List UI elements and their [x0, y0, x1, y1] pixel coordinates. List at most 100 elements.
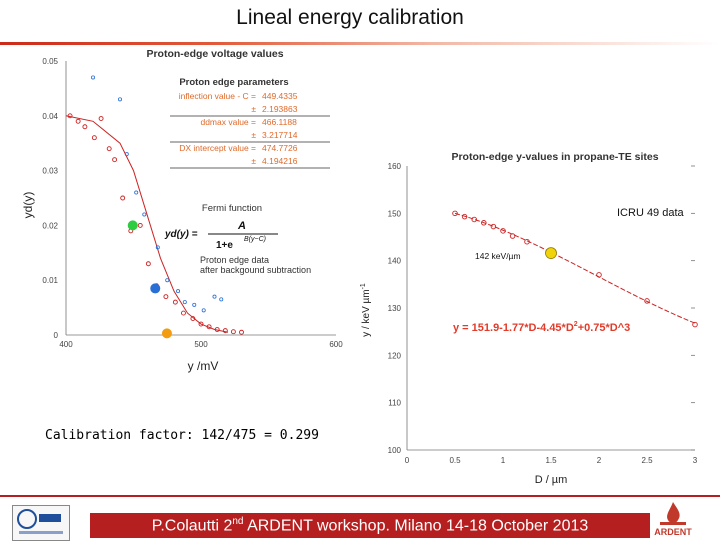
data-point-red: [112, 157, 118, 163]
left-x-tick-label: 600: [329, 340, 343, 349]
right-y-tick-label: 160: [388, 162, 402, 171]
left-markers: [127, 220, 172, 339]
fermi-label: Fermi function: [202, 203, 262, 214]
icru-point: [596, 272, 602, 278]
parameters-legend: Proton edge parameters inflection value …: [170, 77, 330, 169]
data-point-blue: [219, 297, 224, 302]
data-point-blue: [118, 97, 123, 102]
legend-row-label: ddmax value =: [200, 117, 256, 127]
legend-row-value: 2.193863: [262, 104, 298, 114]
icru-point: [461, 213, 468, 220]
right-y-tick-label: 120: [388, 351, 402, 360]
left-x-label: y /mV: [188, 359, 219, 373]
data-point-blue: [176, 289, 181, 294]
calibration-text: Calibration factor: 142/475 = 0.299: [45, 428, 319, 443]
left-x-tick-label: 400: [59, 340, 73, 349]
logo-right-text: ARDENT: [654, 527, 692, 537]
data-point-blue: [142, 212, 147, 217]
left-y-label: yd(y): [21, 192, 35, 219]
left-y-tick-label: 0.02: [42, 221, 58, 230]
right-chart: Proton-edge y-values in propane-TE sites…: [360, 151, 698, 486]
data-point-red: [163, 294, 169, 300]
footer-text: P.Colautti 2nd ARDENT workshop. Milano 1…: [90, 513, 650, 539]
fit-line: [454, 212, 696, 324]
right-x-label: D / µm: [535, 474, 568, 486]
legend-row-value: 4.194216: [262, 156, 298, 166]
formula-numerator: A: [237, 220, 246, 232]
right-y-tick-label: 140: [388, 257, 402, 266]
icru-point: [644, 298, 650, 304]
data-point-red: [172, 299, 178, 305]
data-point-red: [75, 118, 81, 124]
right-x-tick-label: 2: [597, 456, 602, 465]
marker-green: [127, 220, 138, 231]
left-y-tick-label: 0.05: [42, 57, 58, 66]
legend-row-value: 466.1188: [262, 117, 297, 127]
right-x-tick-label: 1.5: [545, 456, 557, 465]
data-point-red: [106, 146, 112, 152]
footer-suffix: ARDENT workshop. Milano 14-18 October 20…: [243, 517, 589, 535]
legend-row-label: ±: [251, 104, 256, 114]
formula-exponent: B(y−C): [244, 236, 266, 243]
footer-prefix: P.Colautti 2: [151, 517, 233, 535]
icru-point: [490, 223, 497, 230]
data-label-1: Proton edge data: [200, 255, 269, 265]
data-point-red: [206, 324, 212, 330]
right-x-tick-label: 3: [693, 456, 698, 465]
ardent-logo-icon: ARDENT: [654, 502, 692, 537]
data-point-blue: [192, 302, 197, 307]
data-point-red: [91, 135, 97, 141]
legend-title: Proton edge parameters: [179, 77, 288, 88]
data-point-red: [239, 329, 244, 335]
data-point-red: [98, 116, 104, 121]
data-point-red: [67, 113, 73, 119]
right-x-tick-label: 1: [501, 456, 506, 465]
icru-point: [509, 233, 516, 239]
data-point-blue: [155, 245, 160, 250]
icru-point: [692, 321, 698, 328]
icru-point: [500, 228, 506, 234]
footer-sup: nd: [232, 516, 244, 527]
data-point-red: [145, 261, 151, 267]
right-x-tick-label: 0.5: [449, 456, 461, 465]
icru-annotation: ICRU 49 data: [617, 207, 685, 219]
right-y-tick-label: 150: [388, 209, 402, 218]
data-point-red: [198, 321, 204, 327]
left-plot-area: [66, 61, 336, 335]
formula-lhs: yd(y) =: [164, 229, 198, 240]
right-chart-title: Proton-edge y-values in propane-TE sites: [451, 151, 658, 163]
right-x-ticks: 0 0.5 1 1.5 2 2.5 3: [405, 456, 698, 465]
right-y-tick-label: 130: [388, 304, 402, 313]
left-y-tick-label: 0: [54, 331, 59, 340]
left-x-ticks: 400 500 600: [59, 340, 343, 349]
right-y-tick-label: 110: [388, 399, 401, 408]
left-y-tick-label: 0.03: [42, 167, 58, 176]
marker-blue: [150, 283, 161, 294]
data-point-red: [137, 222, 143, 228]
legend-row-value: 449.4335: [262, 91, 298, 101]
fermi-curve: [65, 115, 229, 333]
data-point-blue: [134, 190, 139, 195]
left-chart: Proton-edge voltage values 0 0.01 0.02 0.03…: [21, 48, 343, 373]
right-points: [452, 210, 698, 328]
infn-logo-icon: [17, 509, 63, 534]
right-x-tick-label: 2.5: [641, 456, 653, 465]
data-point-blue: [182, 300, 187, 305]
left-y-tick-label: 0.01: [42, 276, 58, 285]
slide-title: Lineal energy calibration: [236, 6, 464, 29]
logo-left: [12, 505, 70, 541]
icru-point: [471, 216, 477, 223]
left-points: [67, 75, 244, 335]
legend-row-label: ±: [251, 156, 256, 166]
data-point-red: [82, 124, 88, 130]
left-y-ticks: 0 0.01 0.02 0.03 0.04 0.05: [42, 57, 58, 340]
data-point-blue: [165, 278, 170, 283]
data-point-red: [222, 328, 228, 334]
icru-point: [481, 220, 487, 226]
calibration-point: [545, 247, 557, 259]
right-y-label: y / keV µm-1: [360, 283, 372, 337]
data-point-blue: [124, 152, 129, 157]
legend-row-value: 3.217714: [262, 130, 298, 140]
data-point-blue: [91, 75, 96, 80]
title-rule: [0, 42, 720, 45]
